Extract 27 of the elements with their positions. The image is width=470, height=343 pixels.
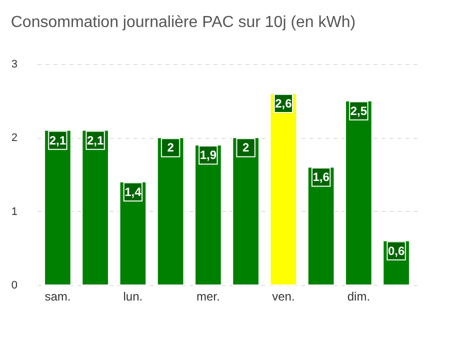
bar <box>82 130 109 286</box>
y-tick-label: 2 <box>11 132 18 144</box>
bar <box>194 144 222 286</box>
x-tick-label: lun. <box>123 290 143 304</box>
data-label: 2 <box>242 140 250 155</box>
x-tick-label: sam. <box>44 290 71 304</box>
y-tick-label: 1 <box>11 206 18 218</box>
x-tick-label: dim. <box>347 290 370 304</box>
data-label: 1,9 <box>200 148 217 162</box>
data-label: 1,4 <box>124 184 142 199</box>
data-label: 2,1 <box>86 133 104 148</box>
chart-title: Consommation journalière PAC sur 10j (en kWh) <box>10 14 356 31</box>
bar <box>345 100 372 286</box>
data-label: 2,6 <box>275 96 292 110</box>
data-label: 2,5 <box>350 104 368 118</box>
data-label: 2,1 <box>49 133 66 148</box>
bar <box>270 92 298 286</box>
data-label: 2 <box>167 140 174 155</box>
data-label: 0,6 <box>388 244 405 258</box>
x-tick-label: mer. <box>196 290 220 304</box>
bar <box>232 137 260 286</box>
y-tick-label: 0 <box>11 280 18 292</box>
x-tick-label: ven. <box>272 290 295 304</box>
y-tick-label: 3 <box>11 58 18 70</box>
bar <box>44 130 72 286</box>
data-label: 1,6 <box>312 170 330 184</box>
bar <box>156 137 184 286</box>
